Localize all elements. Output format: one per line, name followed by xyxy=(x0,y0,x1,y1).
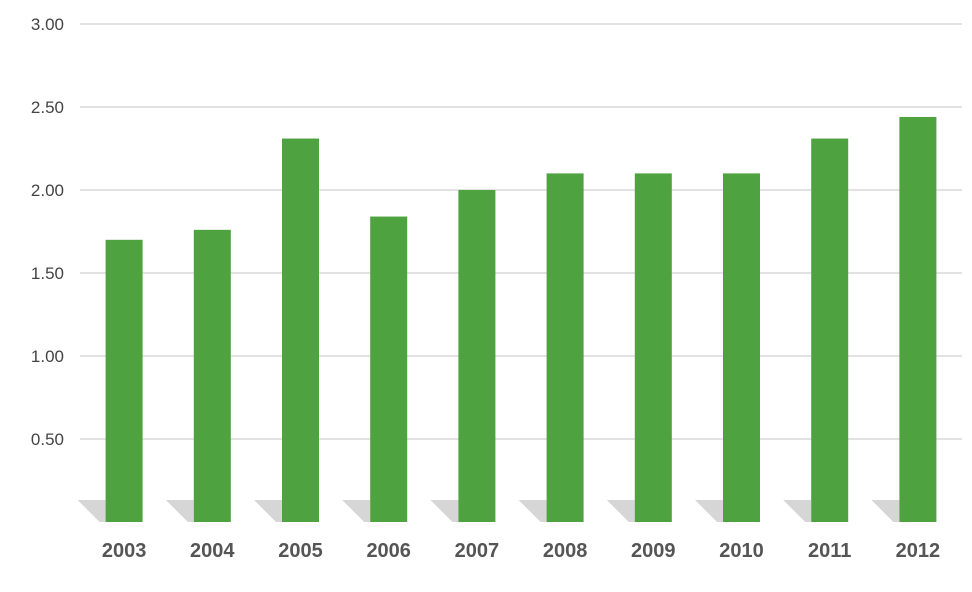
y-tick-label: 2.00 xyxy=(31,181,64,200)
bar-shadow xyxy=(254,500,282,522)
x-axis-ticks: 2003 2004 2005 2006 2007 2008 2009 2010 2011 2012 xyxy=(102,540,940,562)
y-tick-label: 1.50 xyxy=(31,264,64,283)
bar-2010 xyxy=(723,173,760,522)
bars xyxy=(105,116,937,523)
y-tick-label: 3.00 xyxy=(31,15,64,34)
bar-2007 xyxy=(458,190,496,522)
bar-shadow xyxy=(518,500,547,522)
x-tick-label: 2007 xyxy=(455,540,500,562)
bar-2012 xyxy=(899,116,937,523)
bar-2011 xyxy=(811,138,849,523)
x-tick-label: 2009 xyxy=(631,540,676,562)
x-tick-label: 2010 xyxy=(719,540,764,562)
x-tick-label: 2005 xyxy=(278,540,323,562)
bar-2006 xyxy=(370,216,408,522)
bar-shadow xyxy=(342,500,371,522)
bar-shadow xyxy=(783,500,812,522)
bar-2003 xyxy=(105,239,143,523)
y-tick-label: 0.50 xyxy=(31,430,64,449)
y-tick-label: 2.50 xyxy=(31,98,64,117)
bar-shadows xyxy=(77,500,900,522)
x-tick-label: 2011 xyxy=(808,540,851,562)
y-tick-label: 1.00 xyxy=(31,347,64,366)
bar-shadow xyxy=(871,500,900,522)
y-axis-ticks: 0.50 1.00 1.50 2.00 2.50 3.00 xyxy=(31,15,64,449)
bar-shadow xyxy=(430,500,459,522)
x-tick-label: 2008 xyxy=(543,540,588,562)
bar-shadow xyxy=(606,500,635,522)
x-tick-label: 2004 xyxy=(190,540,235,562)
x-tick-label: 2006 xyxy=(366,540,411,562)
x-tick-label: 2003 xyxy=(102,540,147,562)
bar-shadow xyxy=(77,500,106,522)
bar-2009 xyxy=(634,173,672,522)
bar-2008 xyxy=(546,173,584,522)
bar-2004 xyxy=(193,229,231,522)
bar-shadow xyxy=(165,500,194,522)
x-tick-label: 2012 xyxy=(896,540,941,562)
bar-shadow xyxy=(695,500,723,522)
bar-2005 xyxy=(282,138,319,523)
